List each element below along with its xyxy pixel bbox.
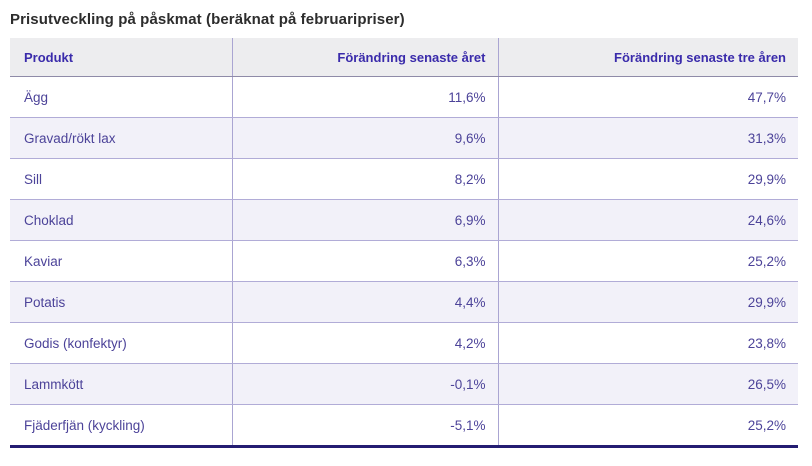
one-year-change-cell: -5,1% [231, 404, 498, 448]
table-row: Gravad/rökt lax 9,6% 31,3% [10, 117, 798, 159]
product-cell: Ägg [10, 76, 232, 118]
one-year-change-cell: 11,6% [231, 76, 498, 118]
three-year-change-cell: 29,9% [497, 281, 798, 323]
page-title: Prisutveckling på påskmat (beräknat på f… [10, 11, 405, 28]
product-cell: Sill [10, 158, 232, 200]
three-year-change-cell: 24,6% [497, 199, 798, 241]
three-year-change-cell: 25,2% [497, 240, 798, 282]
table-row: Lammkött -0,1% 26,5% [10, 363, 798, 405]
three-year-change-cell: 47,7% [497, 76, 798, 118]
three-year-change-cell: 26,5% [497, 363, 798, 405]
table-header-row: Produkt Förändring senaste året Förändri… [10, 38, 798, 77]
product-cell: Gravad/rökt lax [10, 117, 232, 159]
product-cell: Kaviar [10, 240, 232, 282]
one-year-change-cell: 4,4% [231, 281, 498, 323]
table-row: Kaviar 6,3% 25,2% [10, 240, 798, 282]
table-row: Fjäderfjän (kyckling) -5,1% 25,2% [10, 404, 798, 448]
one-year-change-cell: 9,6% [231, 117, 498, 159]
three-year-change-cell: 31,3% [497, 117, 798, 159]
product-cell: Godis (konfektyr) [10, 322, 232, 364]
product-cell: Lammkött [10, 363, 232, 405]
product-cell: Choklad [10, 199, 232, 241]
table-row: Sill 8,2% 29,9% [10, 158, 798, 200]
header-cell-three-year-change: Förändring senaste tre åren [497, 38, 798, 77]
one-year-change-cell: 4,2% [231, 322, 498, 364]
three-year-change-cell: 23,8% [497, 322, 798, 364]
table-row: Godis (konfektyr) 4,2% 23,8% [10, 322, 798, 364]
header-cell-one-year-change: Förändring senaste året [231, 38, 498, 77]
price-table: Produkt Förändring senaste året Förändri… [10, 38, 798, 448]
three-year-change-cell: 25,2% [497, 404, 798, 448]
table-row: Ägg 11,6% 47,7% [10, 76, 798, 118]
product-cell: Potatis [10, 281, 232, 323]
one-year-change-cell: 6,9% [231, 199, 498, 241]
one-year-change-cell: -0,1% [231, 363, 498, 405]
one-year-change-cell: 6,3% [231, 240, 498, 282]
one-year-change-cell: 8,2% [231, 158, 498, 200]
product-cell: Fjäderfjän (kyckling) [10, 404, 232, 448]
three-year-change-cell: 29,9% [497, 158, 798, 200]
table-row: Choklad 6,9% 24,6% [10, 199, 798, 241]
header-cell-product: Produkt [10, 38, 232, 77]
table-row: Potatis 4,4% 29,9% [10, 281, 798, 323]
